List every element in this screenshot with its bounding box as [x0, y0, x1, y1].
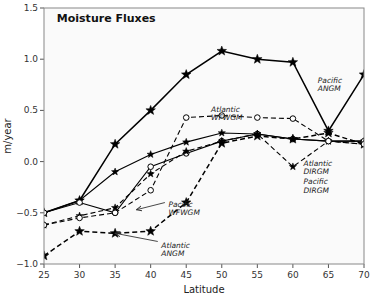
chart-title: Moisture Fluxes — [57, 12, 156, 25]
point-marker — [288, 134, 298, 143]
x-tick-label: 50 — [216, 270, 228, 280]
point-marker — [75, 226, 85, 235]
x-tick-label: 70 — [358, 270, 370, 280]
series-line — [44, 51, 364, 213]
annotation: AtlanticDIRGM — [303, 159, 334, 176]
x-tick — [115, 264, 116, 268]
point-marker — [44, 208, 49, 217]
point-marker — [360, 140, 364, 147]
point-marker — [255, 115, 261, 121]
point-marker — [290, 116, 296, 122]
annotation-line: WFWGM — [211, 113, 243, 122]
annotation-line: ANGM — [317, 84, 342, 93]
point-marker — [146, 105, 156, 114]
point-marker — [253, 131, 263, 140]
series-line — [44, 133, 364, 256]
point-marker — [77, 215, 83, 221]
point-marker — [326, 138, 332, 144]
point-marker — [288, 57, 298, 66]
x-tick-label: 35 — [109, 270, 120, 280]
x-tick — [328, 264, 329, 268]
point-marker — [218, 137, 225, 144]
x-tick — [150, 264, 151, 268]
annotation-arrow — [136, 203, 164, 210]
x-tick — [292, 264, 293, 268]
x-tick-label: 55 — [252, 270, 263, 280]
x-tick — [44, 264, 45, 268]
annotation: AtlanticWFWGM — [210, 105, 243, 122]
annotation: PacificWFWGM — [168, 200, 200, 217]
y-tick — [40, 264, 44, 265]
y-tick — [40, 8, 44, 9]
point-marker — [324, 128, 334, 137]
y-tick-label: −1.0 — [16, 259, 38, 269]
x-tick — [257, 264, 258, 268]
y-tick-label: 0.5 — [24, 105, 38, 115]
point-marker — [44, 251, 49, 260]
x-tick-label: 40 — [145, 270, 157, 280]
x-tick — [79, 264, 80, 268]
point-marker — [110, 228, 120, 237]
point-marker — [148, 164, 154, 170]
x-axis-label: Latitude — [183, 284, 224, 295]
point-marker — [147, 151, 154, 158]
y-tick-label: 0.0 — [24, 157, 39, 167]
y-axis-label: m/year — [2, 117, 13, 153]
point-marker — [112, 168, 119, 175]
x-tick — [186, 264, 187, 268]
point-marker — [217, 138, 227, 147]
point-marker — [112, 210, 118, 216]
point-marker — [181, 70, 191, 79]
annotation-arrow — [115, 233, 158, 241]
annotation-line: WFWGM — [168, 208, 200, 217]
annotation-line: DIRGM — [304, 167, 330, 176]
point-marker — [77, 200, 83, 206]
y-tick-label: −0.5 — [16, 208, 38, 218]
point-marker — [254, 130, 261, 137]
point-marker — [44, 221, 48, 228]
point-marker — [218, 129, 225, 136]
plot-frame — [44, 8, 364, 264]
point-marker — [148, 187, 154, 193]
y-tick — [40, 161, 44, 162]
annotation: PacificANGM — [317, 76, 343, 93]
annotation: AtlanticANGM — [160, 241, 191, 258]
point-marker — [110, 139, 120, 148]
x-tick-label: 45 — [180, 270, 191, 280]
data-group — [44, 46, 364, 260]
point-marker — [112, 210, 118, 216]
point-marker — [325, 137, 332, 144]
y-tick — [40, 59, 44, 60]
y-tick — [40, 212, 44, 213]
x-tick-label: 25 — [38, 270, 49, 280]
point-marker — [183, 138, 190, 145]
x-tick-label: 30 — [74, 270, 86, 280]
point-marker — [359, 70, 364, 79]
x-tick — [364, 264, 365, 268]
point-marker — [147, 170, 154, 177]
plot-background — [44, 8, 364, 264]
series-line — [44, 116, 364, 226]
point-marker — [289, 163, 296, 170]
x-tick-label: 65 — [323, 270, 334, 280]
annotation-line: ANGM — [160, 249, 185, 258]
point-marker — [326, 138, 332, 144]
point-marker — [325, 137, 332, 144]
point-marker — [146, 226, 156, 235]
annotation-line: DIRGM — [304, 186, 330, 195]
x-tick — [221, 264, 222, 268]
point-marker — [183, 148, 190, 155]
y-tick — [40, 110, 44, 111]
point-marker — [183, 115, 189, 121]
chart: 25 30 35 40 45 50 55 60 65 70 −1.0 −0.5 0.0 0.5 1.0 1.5… — [0, 0, 374, 298]
point-marker — [44, 209, 48, 216]
x-tick-label: 60 — [287, 270, 299, 280]
point-marker — [217, 46, 227, 55]
series-line — [44, 134, 364, 225]
annotation: PacificDIRGM — [304, 177, 330, 194]
y-tick-label: 1.5 — [24, 3, 38, 13]
y-tick-label: 1.0 — [24, 54, 39, 64]
point-marker — [253, 54, 263, 63]
